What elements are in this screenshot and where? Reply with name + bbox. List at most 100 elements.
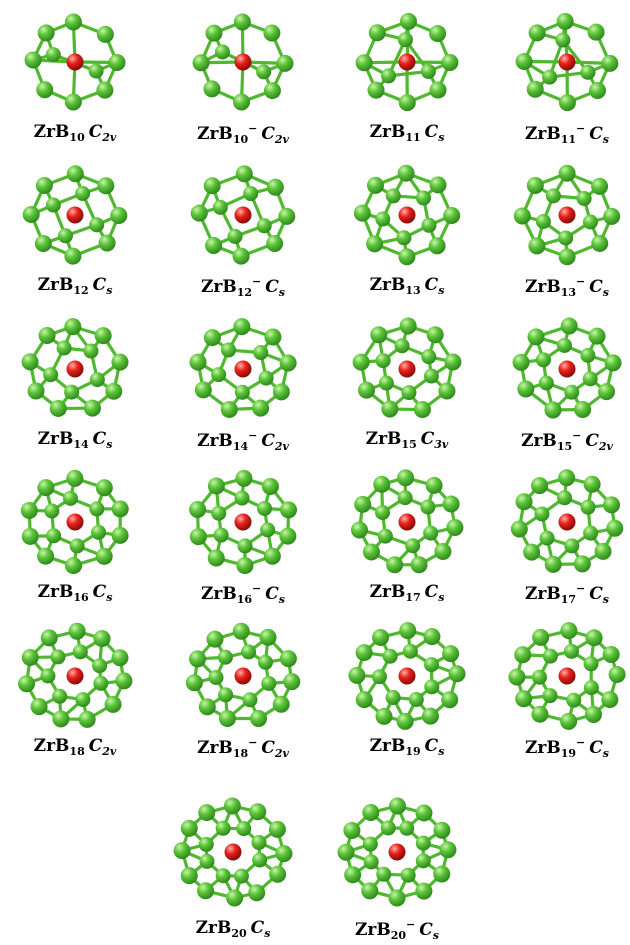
formula-text: ZrB [197, 431, 233, 451]
boron-atom [257, 501, 272, 516]
cluster-panel-zrb11m: ZrB11−Cs [492, 0, 630, 155]
boron-atom [224, 798, 241, 815]
boron-atom [50, 400, 67, 417]
boron-atom [221, 342, 236, 357]
boron-atom [376, 353, 391, 368]
boron-atom [513, 354, 530, 371]
point-group-symbol: C [419, 920, 433, 940]
zirconium-atom [559, 668, 576, 685]
boron-atom [370, 326, 387, 343]
formula-text: ZrB [197, 124, 233, 144]
boron-atom [516, 53, 533, 70]
boron-atom [198, 804, 215, 821]
boron-atom [564, 385, 579, 400]
boron-atom [260, 522, 275, 537]
boron-atom [398, 165, 415, 182]
point-group-subscript: s [603, 286, 609, 299]
boron-atom [206, 631, 223, 648]
point-group-symbol: C [589, 124, 603, 144]
boron-atom [58, 228, 73, 243]
boron-atom [204, 329, 221, 346]
point-group-symbol: C [425, 736, 439, 756]
boron-atom [449, 665, 466, 682]
boron-atom [606, 520, 623, 537]
boron-atom [83, 344, 98, 359]
point-group-subscript: s [603, 747, 609, 760]
boron-atom [557, 490, 572, 505]
point-group-symbol: C [93, 582, 107, 602]
boron-atom [189, 501, 206, 518]
boron-atom [514, 207, 531, 224]
boron-atom [430, 176, 447, 193]
cluster-label: ZrB13−Cs [492, 275, 630, 299]
boron-atom [543, 649, 558, 664]
boron-atom [67, 165, 84, 182]
boron-atom [424, 657, 439, 672]
zirconium-atom [235, 54, 252, 71]
charge-superscript: − [248, 122, 257, 135]
boron-atom [557, 13, 574, 30]
point-group-symbol: C [93, 429, 107, 449]
zirconium-atom [67, 207, 84, 224]
boron-atom [250, 710, 267, 727]
zirconium-atom [67, 514, 84, 531]
boron-atom [264, 548, 281, 565]
boron-atom [603, 496, 620, 513]
boron-atom [263, 24, 280, 41]
boron-atom [39, 327, 56, 344]
boron-atom [558, 230, 573, 245]
point-group-subscript: 3v [434, 438, 448, 451]
boron-atom [539, 375, 554, 390]
point-group-subscript: 2v [102, 745, 116, 758]
boron-atom [609, 666, 626, 683]
boron-count: 11 [561, 133, 576, 146]
boron-atom [401, 385, 416, 400]
boron-atom [527, 81, 544, 98]
cluster-structure-zrb10 [0, 0, 150, 125]
boron-atom [40, 668, 55, 683]
cluster-structure-zrb15 [332, 307, 482, 432]
boron-atom [398, 248, 415, 265]
boron-atom [354, 496, 371, 513]
point-group-subscript: 2v [275, 440, 289, 453]
formula-text: ZrB [38, 275, 74, 295]
boron-atom [44, 503, 59, 518]
point-group-symbol: C [265, 277, 279, 297]
boron-atom [580, 348, 595, 363]
boron-atom [233, 318, 250, 335]
formula-text: ZrB [525, 277, 561, 297]
charge-superscript: − [576, 275, 585, 288]
boron-atom [560, 713, 577, 730]
boron-atom [424, 369, 439, 384]
zirconium-atom [67, 668, 84, 685]
boron-atom [41, 629, 58, 646]
cluster-structure-zrb13m [492, 153, 630, 278]
boron-atom [536, 214, 551, 229]
point-group-subscript: s [438, 131, 444, 144]
boron-atom [64, 318, 81, 335]
boron-atom [542, 70, 557, 85]
boron-atom [108, 54, 125, 71]
boron-atom [31, 698, 48, 715]
boron-atom [237, 538, 252, 553]
boron-atom [523, 544, 540, 561]
formula-text: ZrB [201, 584, 237, 604]
point-group-symbol: C [265, 584, 279, 604]
boron-atom [443, 496, 460, 513]
cluster-structure-zrb15m [492, 307, 630, 432]
boron-atom [197, 882, 214, 899]
boron-atom [403, 644, 418, 659]
boron-atom [193, 54, 210, 71]
boron-atom [35, 235, 52, 252]
boron-atom [411, 556, 428, 573]
boron-atom [415, 804, 432, 821]
boron-atom [376, 867, 391, 882]
boron-atom [181, 820, 198, 837]
boron-atom [204, 177, 221, 194]
point-group-subscript: s [106, 591, 112, 604]
formula-text: ZrB [521, 431, 557, 451]
